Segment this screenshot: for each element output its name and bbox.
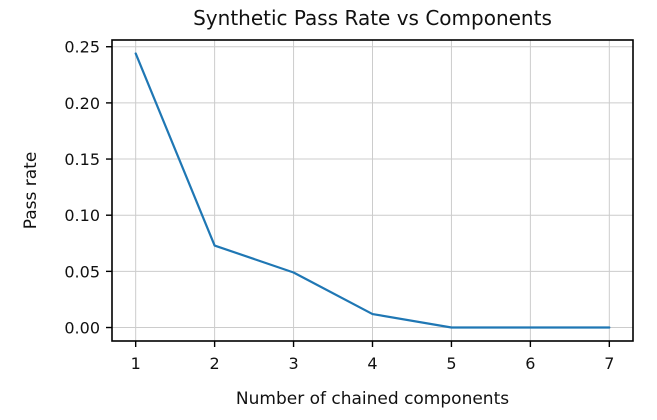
x-tick-label: 3 [288, 354, 298, 373]
y-tick-label: 0.05 [64, 262, 100, 281]
y-tick-label: 0.10 [64, 206, 100, 225]
y-axis-label: Pass rate [21, 152, 41, 230]
x-tick-label: 1 [131, 354, 141, 373]
x-tick-label: 2 [210, 354, 220, 373]
grid-layer [112, 40, 633, 341]
series-line [134, 52, 611, 329]
x-tick-label: 6 [525, 354, 535, 373]
plot-layer [134, 52, 611, 329]
ticks-layer: 1 2 3 4 5 6 7 0.00 0.05 0.10 0.15 0.20 0.25 [64, 38, 614, 373]
x-axis-label: Number of chained components [236, 389, 509, 409]
y-tick-label: 0.25 [64, 38, 100, 57]
x-tick-label: 5 [446, 354, 456, 373]
y-tick-label: 0.15 [64, 150, 100, 169]
x-tick-label: 4 [367, 354, 377, 373]
y-tick-label: 0.20 [64, 94, 100, 113]
chart-title: Synthetic Pass Rate vs Components [193, 6, 552, 30]
x-tick-label: 7 [604, 354, 614, 373]
y-tick-label: 0.00 [64, 319, 100, 338]
